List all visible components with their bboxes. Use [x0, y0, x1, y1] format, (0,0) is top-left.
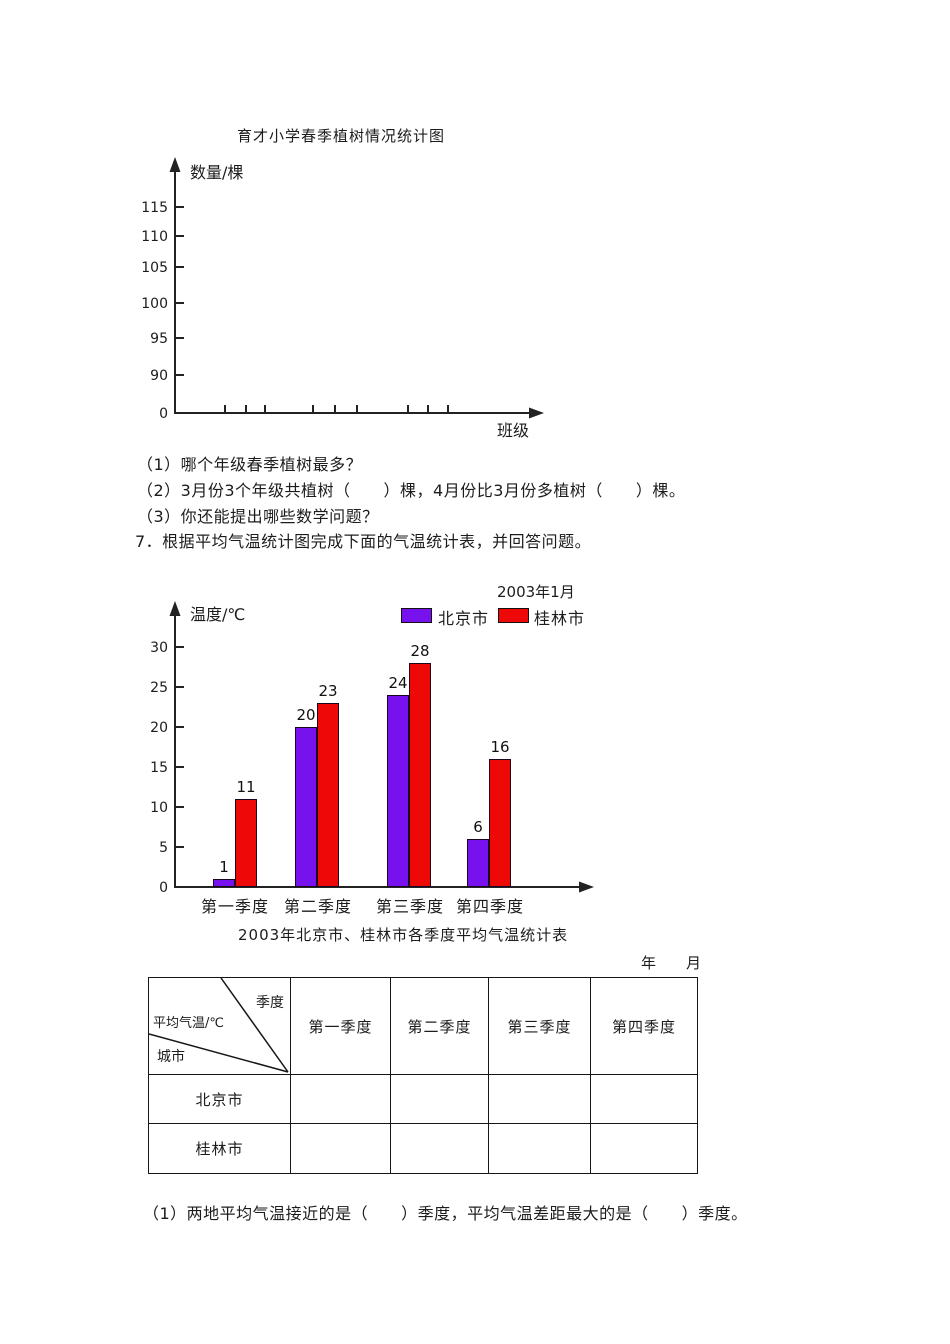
corner-label-quarter: 季度 [256, 995, 284, 1011]
table-col-header-q4: 第四季度 [590, 977, 698, 1075]
table-cell-beijing-q2 [390, 1074, 489, 1124]
table-cell-beijing-q4 [590, 1074, 698, 1124]
table-cell-guilin-q1 [290, 1123, 391, 1174]
bar-value-beijing-q3: 24 [388, 674, 408, 692]
table-row-header-guilin: 桂林市 [148, 1123, 291, 1174]
chart2-xcat-q2: 第二季度 [283, 897, 352, 916]
bar-guilin-q3 [409, 663, 431, 887]
question-7-sub1: （1）两地平均气温接近的是（ ）季度，平均气温差距最大的是（ ）季度。 [143, 1204, 748, 1223]
bar-guilin-q1 [235, 799, 257, 887]
question-7-intro: 7．根据平均气温统计图完成下面的气温统计表，并回答问题。 [135, 532, 592, 551]
bar-value-beijing-q4: 6 [473, 818, 483, 836]
bar-value-guilin-q2: 23 [318, 682, 338, 700]
chart2-ytick-30: 30 [150, 640, 168, 656]
bar-value-guilin-q3: 28 [410, 642, 430, 660]
chart2-xcat-q3: 第三季度 [375, 897, 444, 916]
table-col-header-q2: 第二季度 [390, 977, 489, 1075]
chart1-ytick-95: 95 [150, 331, 168, 347]
table-year-month-label: 年 月 [641, 954, 702, 972]
table-cell-beijing-q1 [290, 1074, 391, 1124]
chart1-ytick-0: 0 [159, 406, 168, 422]
chart1-ytick-110: 110 [141, 229, 168, 245]
legend-swatch-beijing [401, 608, 432, 623]
chart2: 30 25 20 15 10 5 0 温度/℃ 2003年1月 北京市 桂林市 … [130, 580, 610, 925]
table-cell-beijing-q3 [488, 1074, 591, 1124]
corner-label-measure: 平均气温/℃ [153, 1016, 224, 1031]
chart2-period-label: 2003年1月 [497, 583, 575, 601]
question-6-sub2: （2）3月份3个年级共植树（ ）棵，4月份比3月份多植树（ ）棵。 [137, 481, 686, 500]
bar-guilin-q2 [317, 703, 339, 887]
bar-value-beijing-q2: 20 [296, 706, 316, 724]
chart2-x-axis-arrow-icon [579, 881, 594, 893]
chart2-ytick-25: 25 [150, 680, 168, 696]
chart2-axes: 30 25 20 15 10 5 0 温度/℃ [150, 601, 594, 896]
table-col-header-q1: 第一季度 [290, 977, 391, 1075]
table-row-guilin: 桂林市 [148, 1123, 698, 1174]
bar-guilin-q4 [489, 759, 511, 887]
chart2-bars: 1 11 20 23 24 28 6 16 [130, 580, 600, 887]
chart2-y-axis-arrow-icon [169, 601, 181, 616]
table-row-header-beijing: 北京市 [148, 1074, 291, 1124]
table-cell-guilin-q3 [488, 1123, 591, 1174]
chart2-ytick-10: 10 [150, 800, 168, 816]
chart1-y-axis-label: 数量/棵 [190, 163, 243, 182]
table-cell-guilin-q2 [390, 1123, 489, 1174]
chart2-ytick-5: 5 [159, 840, 168, 856]
chart2-ytick-0: 0 [159, 880, 168, 896]
table-cell-guilin-q4 [590, 1123, 698, 1174]
chart1-y-axis-arrow-icon [169, 157, 181, 172]
chart1-x-axis-label: 班级 [497, 421, 529, 440]
chart1-y-tick-marks [175, 206, 184, 376]
legend-label-beijing: 北京市 [438, 609, 490, 628]
bar-beijing-q4 [467, 839, 489, 887]
bar-beijing-q3 [387, 695, 409, 887]
chart1: 115 110 105 100 95 90 0 数量/棵 班级 [130, 120, 560, 450]
chart1-ytick-115: 115 [141, 200, 168, 216]
question-6-sub1: （1）哪个年级春季植树最多？ [137, 455, 363, 474]
chart1-ytick-100: 100 [141, 296, 168, 312]
chart2-xcat-q1: 第一季度 [200, 897, 269, 916]
table-row-beijing: 北京市 [148, 1074, 698, 1124]
bar-value-beijing-q1: 1 [219, 858, 229, 876]
chart1-x-axis-arrow-icon [529, 407, 544, 419]
chart2-ytick-15: 15 [150, 760, 168, 776]
chart2-y-tick-marks [175, 646, 184, 848]
bar-beijing-q2 [295, 727, 317, 887]
table-col-header-q3: 第三季度 [488, 977, 591, 1075]
bar-value-guilin-q4: 16 [490, 738, 510, 756]
legend-swatch-guilin [498, 608, 529, 623]
table-corner-diagonals [149, 978, 289, 1073]
chart2-xcat-q4: 第四季度 [455, 897, 524, 916]
question-6-sub3: （3）你还能提出哪些数学问题？ [137, 507, 379, 526]
bar-value-guilin-q1: 11 [236, 778, 256, 796]
chart1-ytick-90: 90 [150, 368, 168, 384]
temperature-table: 季度 平均气温/℃ 城市 第一季度 第二季度 第三季度 第四季度 北京市 桂林市 [148, 977, 698, 1174]
chart1-ytick-105: 105 [141, 260, 168, 276]
table-title: 2003年北京市、桂林市各季度平均气温统计表 [238, 926, 569, 944]
corner-label-city: 城市 [157, 1049, 185, 1065]
bar-beijing-q1 [213, 879, 235, 887]
legend-label-guilin: 桂林市 [534, 609, 586, 628]
chart1-title: 育才小学春季植树情况统计图 [237, 127, 446, 145]
chart1-x-tick-marks [224, 405, 449, 413]
chart2-y-axis-label: 温度/℃ [190, 605, 245, 624]
table-corner-cell: 季度 平均气温/℃ 城市 [148, 977, 291, 1075]
chart2-ytick-20: 20 [150, 720, 168, 736]
chart1-axes: 115 110 105 100 95 90 0 数量/棵 班级 [141, 157, 544, 440]
